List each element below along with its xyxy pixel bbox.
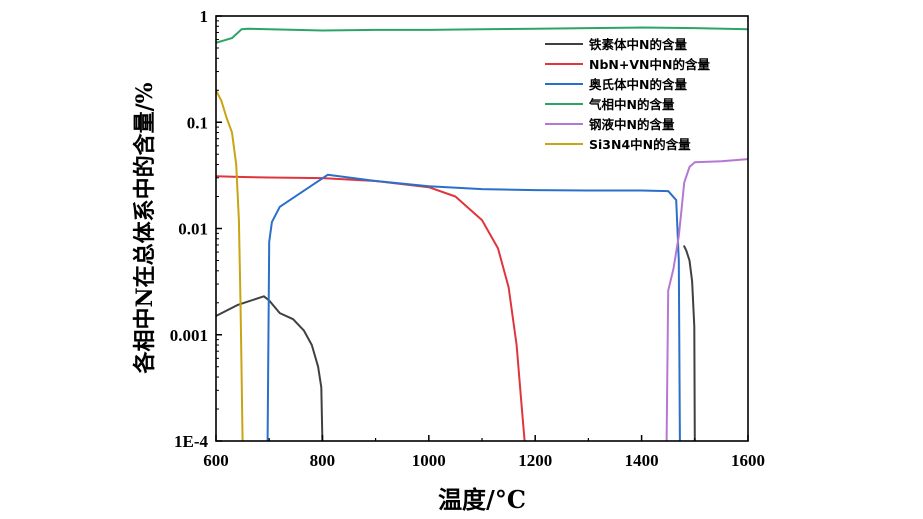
y-axis: 1E-4 0.001 0.01 0.1 1 [170, 7, 222, 451]
y-tick-label: 0.01 [178, 220, 208, 239]
legend-label: 气相中N的含量 [588, 97, 675, 112]
y-tick-label: 1 [200, 7, 209, 26]
x-tick-label: 600 [203, 451, 229, 470]
x-tick-label: 1600 [731, 451, 765, 470]
legend-label: Si3N4中N的含量 [589, 137, 691, 152]
series-line-3 [266, 173, 681, 441]
x-tick-label: 1200 [518, 451, 552, 470]
legend-label: 钢液中N的含量 [589, 117, 675, 132]
x-axis: 600 800 1000 1200 1400 1600 [203, 435, 765, 470]
series-line-6 [216, 89, 244, 441]
legend: 铁素体中N的含量 NbN+VN中N的含量奥氏体中N的含量气相中N的含量钢液中N的含… [545, 37, 710, 152]
series-line-4 [216, 26, 748, 44]
series-layer [216, 26, 748, 441]
legend-label: 奥氏体中N的含量 [589, 77, 687, 92]
x-tick-label: 1000 [412, 451, 446, 470]
series-line-5 [665, 158, 748, 441]
x-tick-label: 800 [310, 451, 336, 470]
x-axis-title: 温度/°C [438, 485, 526, 514]
x-tick-label: 1400 [625, 451, 659, 470]
y-tick-label: 0.001 [170, 326, 208, 345]
legend-label: NbN+VN中N的含量 [589, 57, 710, 72]
y-tick-label: 1E-4 [174, 432, 209, 451]
series-line-2 [216, 175, 526, 441]
y-axis-title: 各相中N在总体系中的含量/% [132, 82, 158, 374]
y-tick-label: 0.1 [187, 113, 208, 132]
legend-label: 铁素体中N的含量 [589, 37, 687, 52]
series-line-1 [216, 245, 696, 441]
